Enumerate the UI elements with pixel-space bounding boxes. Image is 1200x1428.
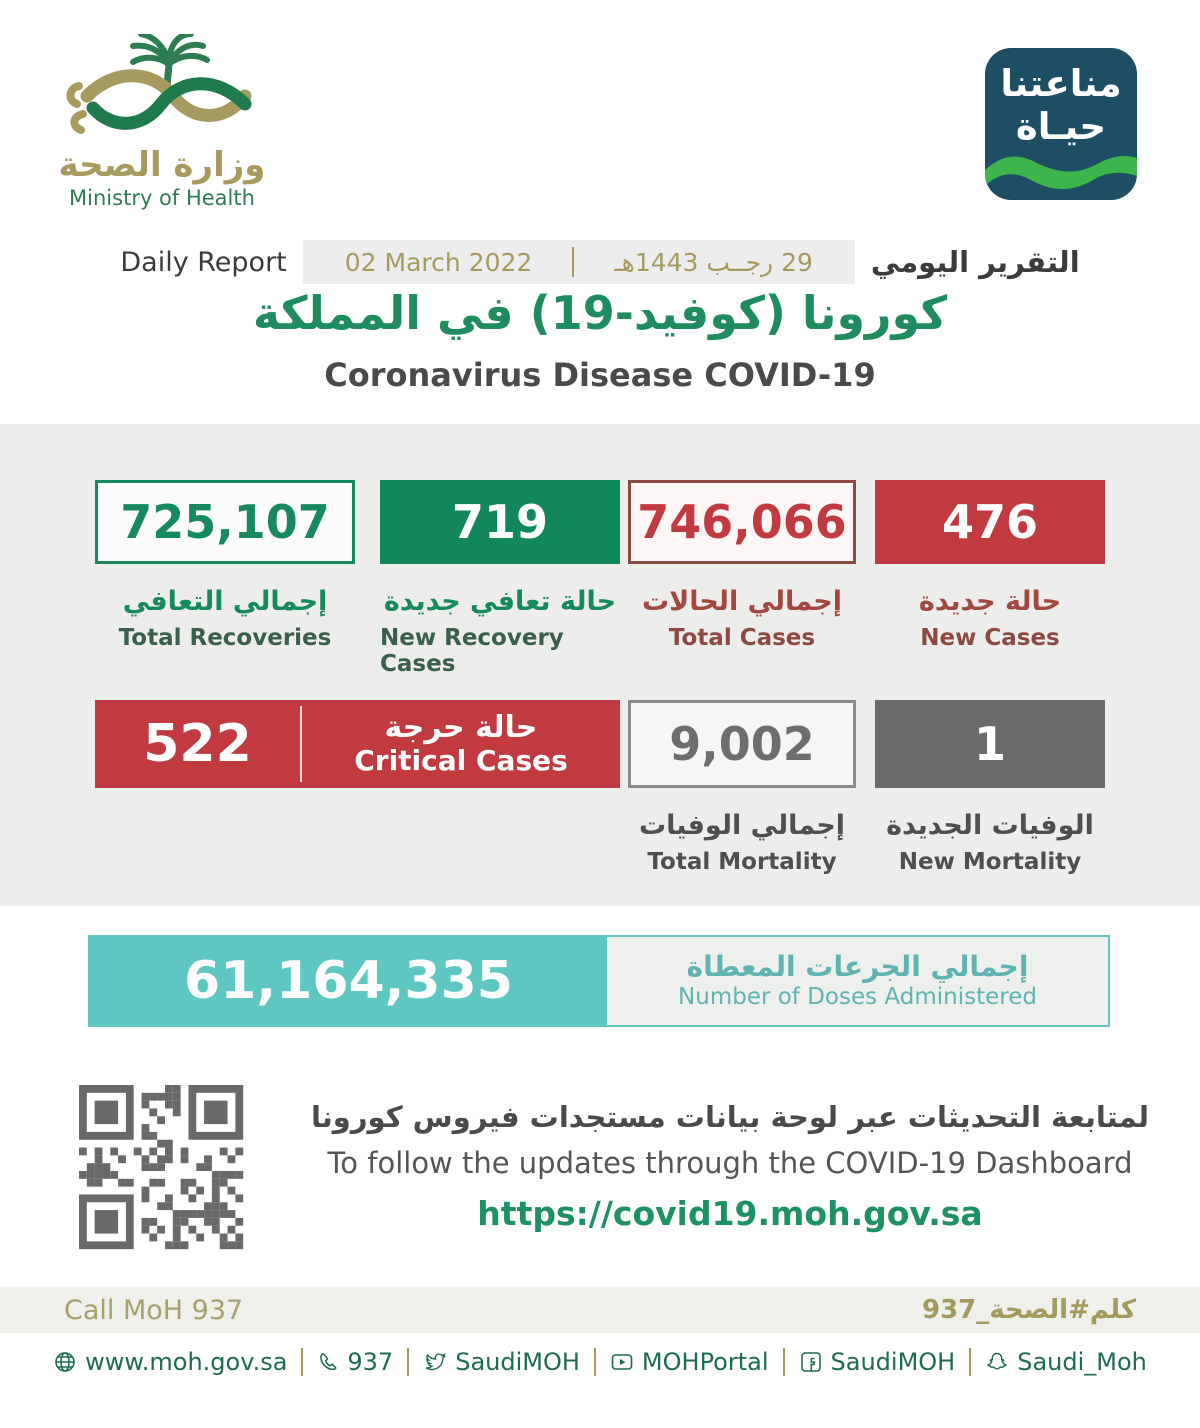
qr-code xyxy=(75,1085,255,1257)
new-recovery-cases-value: 719 xyxy=(380,480,620,564)
doses-label-en: Number of Doses Administered xyxy=(678,984,1037,1010)
youtube-icon xyxy=(611,1354,633,1370)
stat-total-recoveries: 725,107 إجمالي التعافي Total Recoveries xyxy=(95,480,355,651)
new-mortality-label-ar: الوفيات الجديدة xyxy=(886,810,1094,841)
dashboard-line-en: To follow the updates through the COVID-… xyxy=(327,1146,1133,1180)
dashboard-info: لمتابعة التحديثات عبر لوحة بيانات مستجدا… xyxy=(300,1100,1160,1233)
badge-line2: حيـاة xyxy=(1015,104,1107,148)
doses-label-ar: إجمالي الجرعات المعطاة xyxy=(686,950,1029,984)
footer-links: www.moh.gov.sa 937 SaudiMOH MOHPortal xyxy=(0,1348,1200,1376)
footer-link-snapchat[interactable]: Saudi_Moh xyxy=(985,1348,1147,1376)
footer-link-label: Saudi_Moh xyxy=(1017,1348,1147,1376)
dashboard-url-link[interactable]: https://covid19.moh.gov.sa xyxy=(477,1194,983,1233)
moh-logo: وزارة الصحة Ministry of Health xyxy=(52,31,272,210)
new-cases-label-en: New Cases xyxy=(920,625,1060,651)
footer-separator xyxy=(407,1348,410,1376)
call-moh-label: Call MoH 937 xyxy=(64,1294,244,1326)
total-cases-value: 746,066 xyxy=(628,480,856,564)
stat-new-recovery-cases: 719 حالة تعافي جديدة New Recovery Cases xyxy=(380,480,620,677)
new-cases-value: 476 xyxy=(875,480,1105,564)
doses-value: 61,164,335 xyxy=(90,937,607,1025)
doses-administered-bar: 61,164,335 إجمالي الجرعات المعطاة Number… xyxy=(88,935,1110,1027)
total-mortality-label-ar: إجمالي الوفيات xyxy=(638,810,846,841)
stat-total-cases: 746,066 إجمالي الحالات Total Cases xyxy=(628,480,856,651)
qr-code-icon xyxy=(79,1085,244,1250)
new-mortality-label-en: New Mortality xyxy=(898,849,1082,875)
footer-link-twitter[interactable]: SaudiMOH xyxy=(423,1348,580,1376)
globe-icon xyxy=(55,1352,75,1372)
total-mortality-label-en: Total Mortality xyxy=(647,849,837,875)
critical-divider xyxy=(300,706,302,782)
footer-link-website[interactable]: www.moh.gov.sa xyxy=(53,1348,287,1376)
footer-link-label: 937 xyxy=(347,1348,394,1376)
stat-new-mortality: 1 الوفيات الجديدة New Mortality xyxy=(875,700,1105,875)
footer-link-label: www.moh.gov.sa xyxy=(85,1348,288,1376)
stat-critical-cases: 522 حالة حرجة Critical Cases xyxy=(95,700,620,788)
moh-logo-english: Ministry of Health xyxy=(69,185,255,210)
dashboard-line-ar: لمتابعة التحديثات عبر لوحة بيانات مستجدا… xyxy=(311,1100,1149,1134)
snapchat-icon xyxy=(987,1352,1007,1370)
twitter-icon xyxy=(425,1353,446,1371)
facebook-icon xyxy=(800,1352,821,1372)
total-recoveries-label-ar: إجمالي التعافي xyxy=(122,586,328,617)
report-title-arabic: التقرير اليومي xyxy=(870,245,1080,279)
new-recovery-cases-label-ar: حالة تعافي جديدة xyxy=(383,586,617,617)
total-recoveries-value: 725,107 xyxy=(95,480,355,564)
new-mortality-value: 1 xyxy=(875,700,1105,788)
total-cases-label-en: Total Cases xyxy=(668,625,816,651)
footer-link-label: MOHPortal xyxy=(641,1348,769,1376)
date-box: 02 March 2022 29 رجــب 1443هـ xyxy=(302,240,855,284)
immunity-badge: مناعتنا حيـاة xyxy=(985,48,1137,200)
date-separator xyxy=(572,247,575,277)
page-title-english: Coronavirus Disease COVID-19 xyxy=(324,356,876,394)
footer-link-label: SaudiMOH xyxy=(455,1348,580,1376)
hijri-date: 29 رجــب 1443هـ xyxy=(614,247,813,277)
footer-separator xyxy=(301,1348,304,1376)
doses-labels: إجمالي الجرعات المعطاة Number of Doses A… xyxy=(607,937,1108,1025)
phone-icon xyxy=(320,1352,337,1371)
new-cases-label-ar: حالة جديدة xyxy=(918,586,1062,617)
critical-cases-labels: حالة حرجة Critical Cases xyxy=(302,700,620,788)
total-recoveries-label-en: Total Recoveries xyxy=(118,625,332,651)
footer-separator xyxy=(593,1348,596,1376)
critical-cases-label-ar: حالة حرجة xyxy=(384,709,538,745)
total-cases-label-ar: إجمالي الحالات xyxy=(641,586,843,617)
call-band: Call MoH 937 كلم#الصحة_937 xyxy=(0,1287,1200,1333)
footer-separator xyxy=(782,1348,785,1376)
moh-logo-icon xyxy=(66,31,252,134)
new-recovery-cases-label-en: New Recovery Cases xyxy=(380,625,564,677)
footer-link-phone[interactable]: 937 xyxy=(317,1348,393,1376)
footer-link-label: SaudiMOH xyxy=(830,1348,956,1376)
moh-logo-arabic: وزارة الصحة xyxy=(58,145,266,185)
total-mortality-value: 9,002 xyxy=(628,700,856,788)
footer-separator xyxy=(969,1348,972,1376)
wave-icon xyxy=(985,156,1137,189)
report-header-row: Daily Report 02 March 2022 29 رجــب 1443… xyxy=(0,240,1200,284)
badge-line1: مناعتنا xyxy=(1000,62,1122,105)
stat-new-cases: 476 حالة جديدة New Cases xyxy=(875,480,1105,651)
daily-report-label: Daily Report xyxy=(120,246,287,278)
gregorian-date: 02 March 2022 xyxy=(344,247,533,277)
critical-cases-label-en: Critical Cases xyxy=(354,744,568,778)
footer-link-facebook[interactable]: SaudiMOH xyxy=(799,1348,956,1376)
footer-link-youtube[interactable]: MOHPortal xyxy=(610,1348,769,1376)
page-title-arabic: كورونا (كوفيد-19) في المملكة xyxy=(252,286,948,340)
critical-cases-value: 522 xyxy=(143,714,252,774)
call-hashtag-label: كلم#الصحة_937 xyxy=(922,1295,1136,1325)
stat-total-mortality: 9,002 إجمالي الوفيات Total Mortality xyxy=(628,700,856,875)
